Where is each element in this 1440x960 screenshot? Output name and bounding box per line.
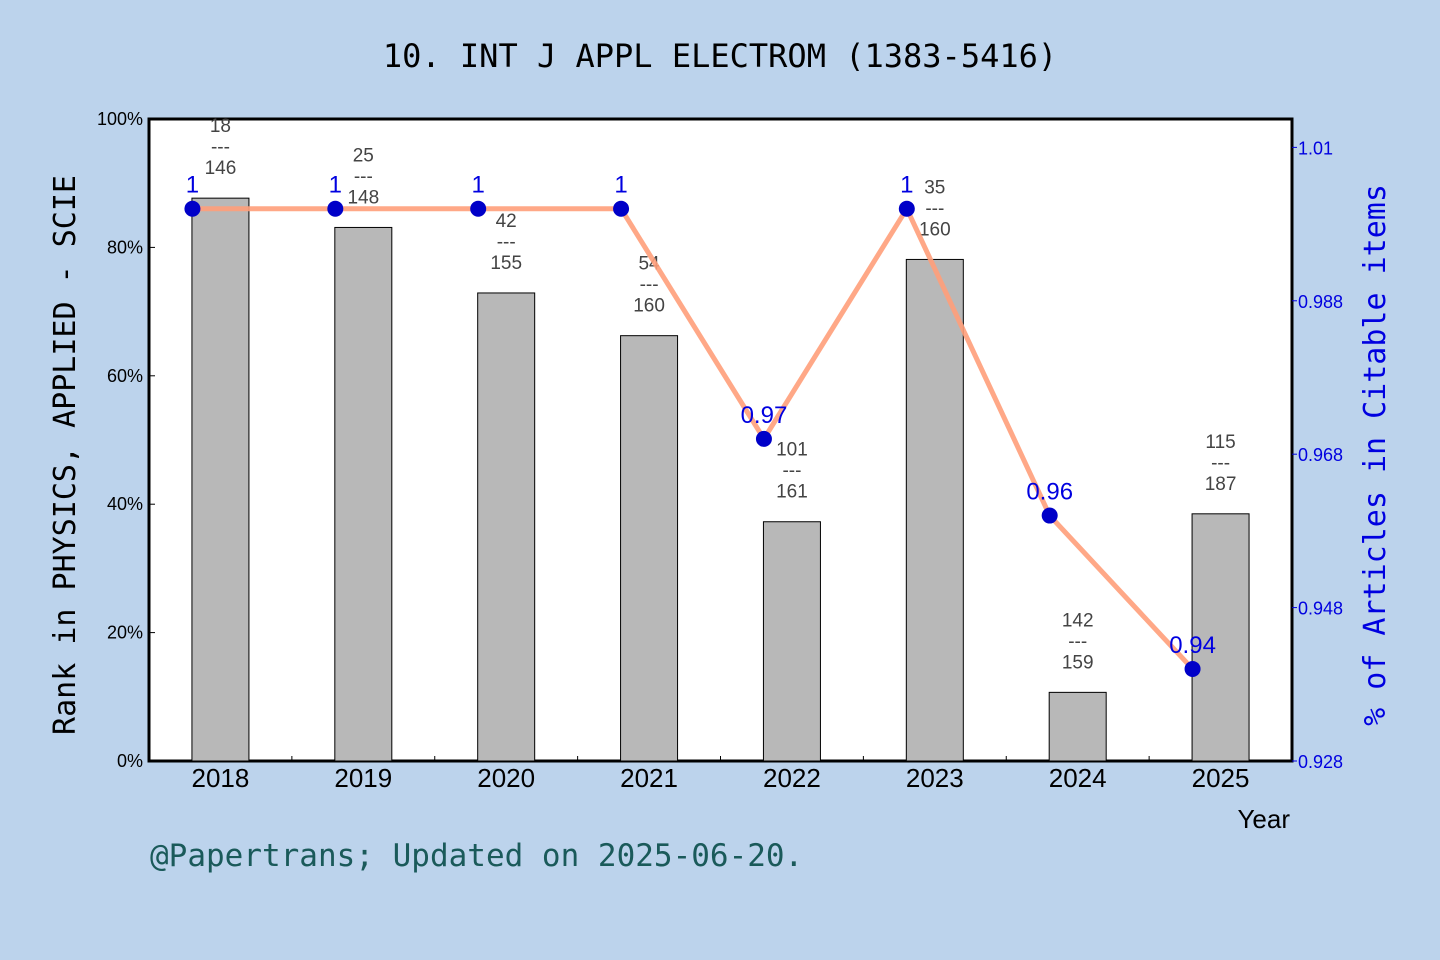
- bar-separator: ---: [354, 166, 373, 187]
- line-value-label: 1: [329, 172, 342, 199]
- left-tick-label: 100%: [97, 109, 143, 129]
- left-tick-label: 20%: [107, 623, 143, 643]
- x-tick-label: 2019: [334, 763, 392, 793]
- line-marker-2022: [755, 430, 772, 447]
- x-tick-label: 2021: [620, 763, 678, 793]
- footer-credit: @Papertrans; Updated on 2025-06-20.: [150, 838, 803, 874]
- left-tick-label: 60%: [107, 366, 143, 386]
- bar-separator: ---: [640, 275, 659, 296]
- left-tick-label: 80%: [107, 237, 143, 257]
- line-marker-2023: [898, 200, 915, 217]
- bar-separator: ---: [211, 137, 230, 158]
- bar-total-label: 160: [633, 296, 665, 317]
- bar-total-label: 159: [1062, 652, 1094, 673]
- line-marker-2025: [1184, 660, 1201, 677]
- x-tick-label: 2025: [1192, 763, 1250, 793]
- bar-total-label: 146: [205, 158, 237, 179]
- bar-separator: ---: [1211, 453, 1230, 474]
- x-tick-label: 2024: [1049, 763, 1107, 793]
- line-marker-2020: [470, 200, 487, 217]
- left-tick-label: 0%: [117, 751, 143, 771]
- bar-total-label: 187: [1205, 474, 1237, 495]
- line-marker-2021: [613, 200, 630, 217]
- line-value-label: 1: [472, 172, 485, 199]
- right-tick-label: 0.928: [1298, 752, 1343, 772]
- bar-rank-label: 25: [353, 145, 374, 166]
- right-tick-label: 0.968: [1298, 445, 1343, 465]
- bar-separator: ---: [925, 198, 944, 219]
- bar-rank-label: 101: [776, 440, 808, 461]
- line-value-label: 1: [186, 172, 199, 199]
- plot-area: [147, 117, 1294, 763]
- bar-2024: [1048, 691, 1107, 762]
- right-tick-label: 1.01: [1298, 138, 1333, 158]
- citable-items-line: [192, 203, 1195, 671]
- bar-rank-label: 42: [496, 211, 517, 232]
- line-value-label: 1: [900, 172, 913, 199]
- bar-rank-label: 142: [1062, 610, 1094, 631]
- x-axis-label: Year: [1237, 804, 1290, 834]
- bar-total-label: 148: [347, 187, 379, 208]
- x-tick-label: 2020: [477, 763, 535, 793]
- right-tick-label: 0.948: [1298, 599, 1343, 619]
- bar-2022: [762, 521, 821, 762]
- x-tick-label: 2022: [763, 763, 821, 793]
- bar-separator: ---: [782, 461, 801, 482]
- x-tick-label: 2018: [192, 763, 250, 793]
- bar-rank-label: 18: [210, 116, 231, 137]
- bar-rank-label: 35: [924, 177, 945, 198]
- bar-separator: ---: [1068, 631, 1087, 652]
- bar-total-label: 155: [490, 253, 522, 274]
- line-marker-2018: [184, 200, 201, 217]
- bar-2021: [620, 335, 679, 762]
- line-value-label: 0.94: [1169, 632, 1216, 659]
- line-value-label: 0.97: [741, 402, 788, 429]
- line-marker-2024: [1041, 507, 1058, 524]
- line-value-label: 0.96: [1026, 479, 1073, 506]
- bar-2018: [191, 197, 250, 762]
- bar-2023: [905, 258, 964, 762]
- left-axis-label: Rank in PHYSICS, APPLIED - SCIE: [48, 175, 83, 735]
- bar-2020: [477, 292, 536, 762]
- x-tick-label: 2023: [906, 763, 964, 793]
- chart-title: 10. INT J APPL ELECTROM (1383-5416): [383, 37, 1057, 75]
- right-tick-label: 0.988: [1298, 292, 1343, 312]
- bar-total-label: 161: [776, 482, 808, 503]
- left-tick-label: 40%: [107, 494, 143, 514]
- bar-rank-label: 115: [1205, 432, 1235, 453]
- line-value-label: 1: [614, 172, 627, 199]
- bar-2025: [1191, 513, 1250, 762]
- line-marker-2019: [327, 200, 344, 217]
- bar-2019: [334, 226, 393, 762]
- bar-total-label: 160: [919, 219, 951, 240]
- bar-separator: ---: [497, 232, 516, 253]
- right-axis-label: % of Articles in Citable items: [1358, 184, 1393, 726]
